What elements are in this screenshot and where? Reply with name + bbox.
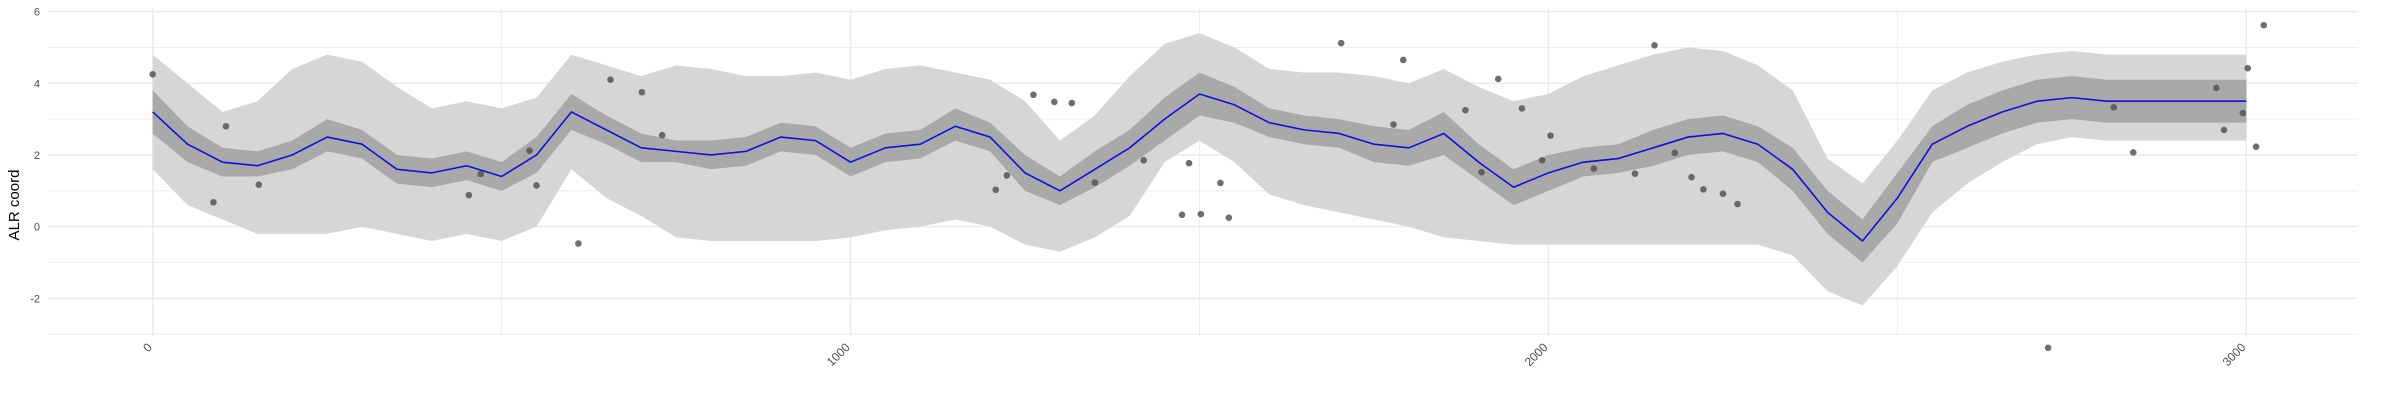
data-point xyxy=(607,76,614,83)
data-point xyxy=(1671,149,1679,157)
data-point xyxy=(2239,109,2247,117)
x-tick-label: 0 xyxy=(140,340,155,355)
data-point xyxy=(1003,172,1011,179)
band-layer xyxy=(152,33,2247,306)
x-tick-label: 2000 xyxy=(1522,340,1551,369)
data-point xyxy=(1688,173,1695,181)
data-point xyxy=(1091,179,1099,186)
y-tick-label: 0 xyxy=(34,222,40,234)
point-layer xyxy=(149,21,2268,352)
data-point xyxy=(1518,105,1526,112)
outer-confidence-band xyxy=(152,33,2247,306)
data-point xyxy=(465,191,473,199)
data-point xyxy=(1399,56,1407,64)
data-point xyxy=(533,182,540,189)
data-point xyxy=(1140,157,1147,164)
data-point xyxy=(1051,98,1058,106)
data-point xyxy=(1494,75,1502,83)
data-point xyxy=(1337,39,1345,47)
data-point xyxy=(1225,214,1233,222)
data-point xyxy=(1197,210,1205,218)
data-point xyxy=(526,147,533,154)
data-point xyxy=(658,131,666,139)
fit-line xyxy=(152,93,2247,242)
data-point xyxy=(477,170,484,178)
data-point xyxy=(2260,21,2268,29)
data-point xyxy=(1538,157,1546,164)
line-layer xyxy=(152,93,2247,242)
data-point xyxy=(1068,99,1076,107)
data-point xyxy=(1590,165,1598,172)
data-point xyxy=(1462,106,1469,114)
data-point xyxy=(638,88,646,96)
data-point xyxy=(1030,91,1037,99)
data-point xyxy=(1390,121,1397,128)
data-point xyxy=(222,122,230,130)
data-point xyxy=(210,198,217,206)
data-point xyxy=(2252,143,2260,151)
data-point xyxy=(2110,103,2118,111)
data-point xyxy=(149,71,156,78)
data-point xyxy=(2213,84,2220,92)
data-point xyxy=(1547,132,1554,139)
inner-confidence-band xyxy=(152,72,2247,263)
y-tick-label: 4 xyxy=(34,78,40,90)
y-tick-label: 2 xyxy=(34,150,40,162)
y-tick-label: -2 xyxy=(30,293,40,305)
data-point xyxy=(2220,126,2228,134)
data-point xyxy=(1631,170,1639,177)
data-point xyxy=(1178,211,1186,219)
x-tick-label: 1000 xyxy=(824,340,853,369)
data-point xyxy=(575,240,582,247)
y-tick-label: 6 xyxy=(34,7,40,19)
data-point xyxy=(1700,186,1707,193)
data-point xyxy=(1217,179,1224,187)
x-tick-label: 3000 xyxy=(2220,340,2249,369)
y-axis-label: ALR coord xyxy=(6,170,23,241)
data-point xyxy=(992,186,1000,194)
data-point xyxy=(1185,159,1193,167)
data-point xyxy=(1719,190,1727,197)
data-point xyxy=(255,181,263,189)
data-point xyxy=(1478,168,1485,176)
data-point xyxy=(1651,41,1658,49)
data-point xyxy=(2129,149,2137,156)
data-point xyxy=(2244,64,2252,72)
data-point xyxy=(1734,200,1741,208)
data-point xyxy=(2044,344,2052,352)
